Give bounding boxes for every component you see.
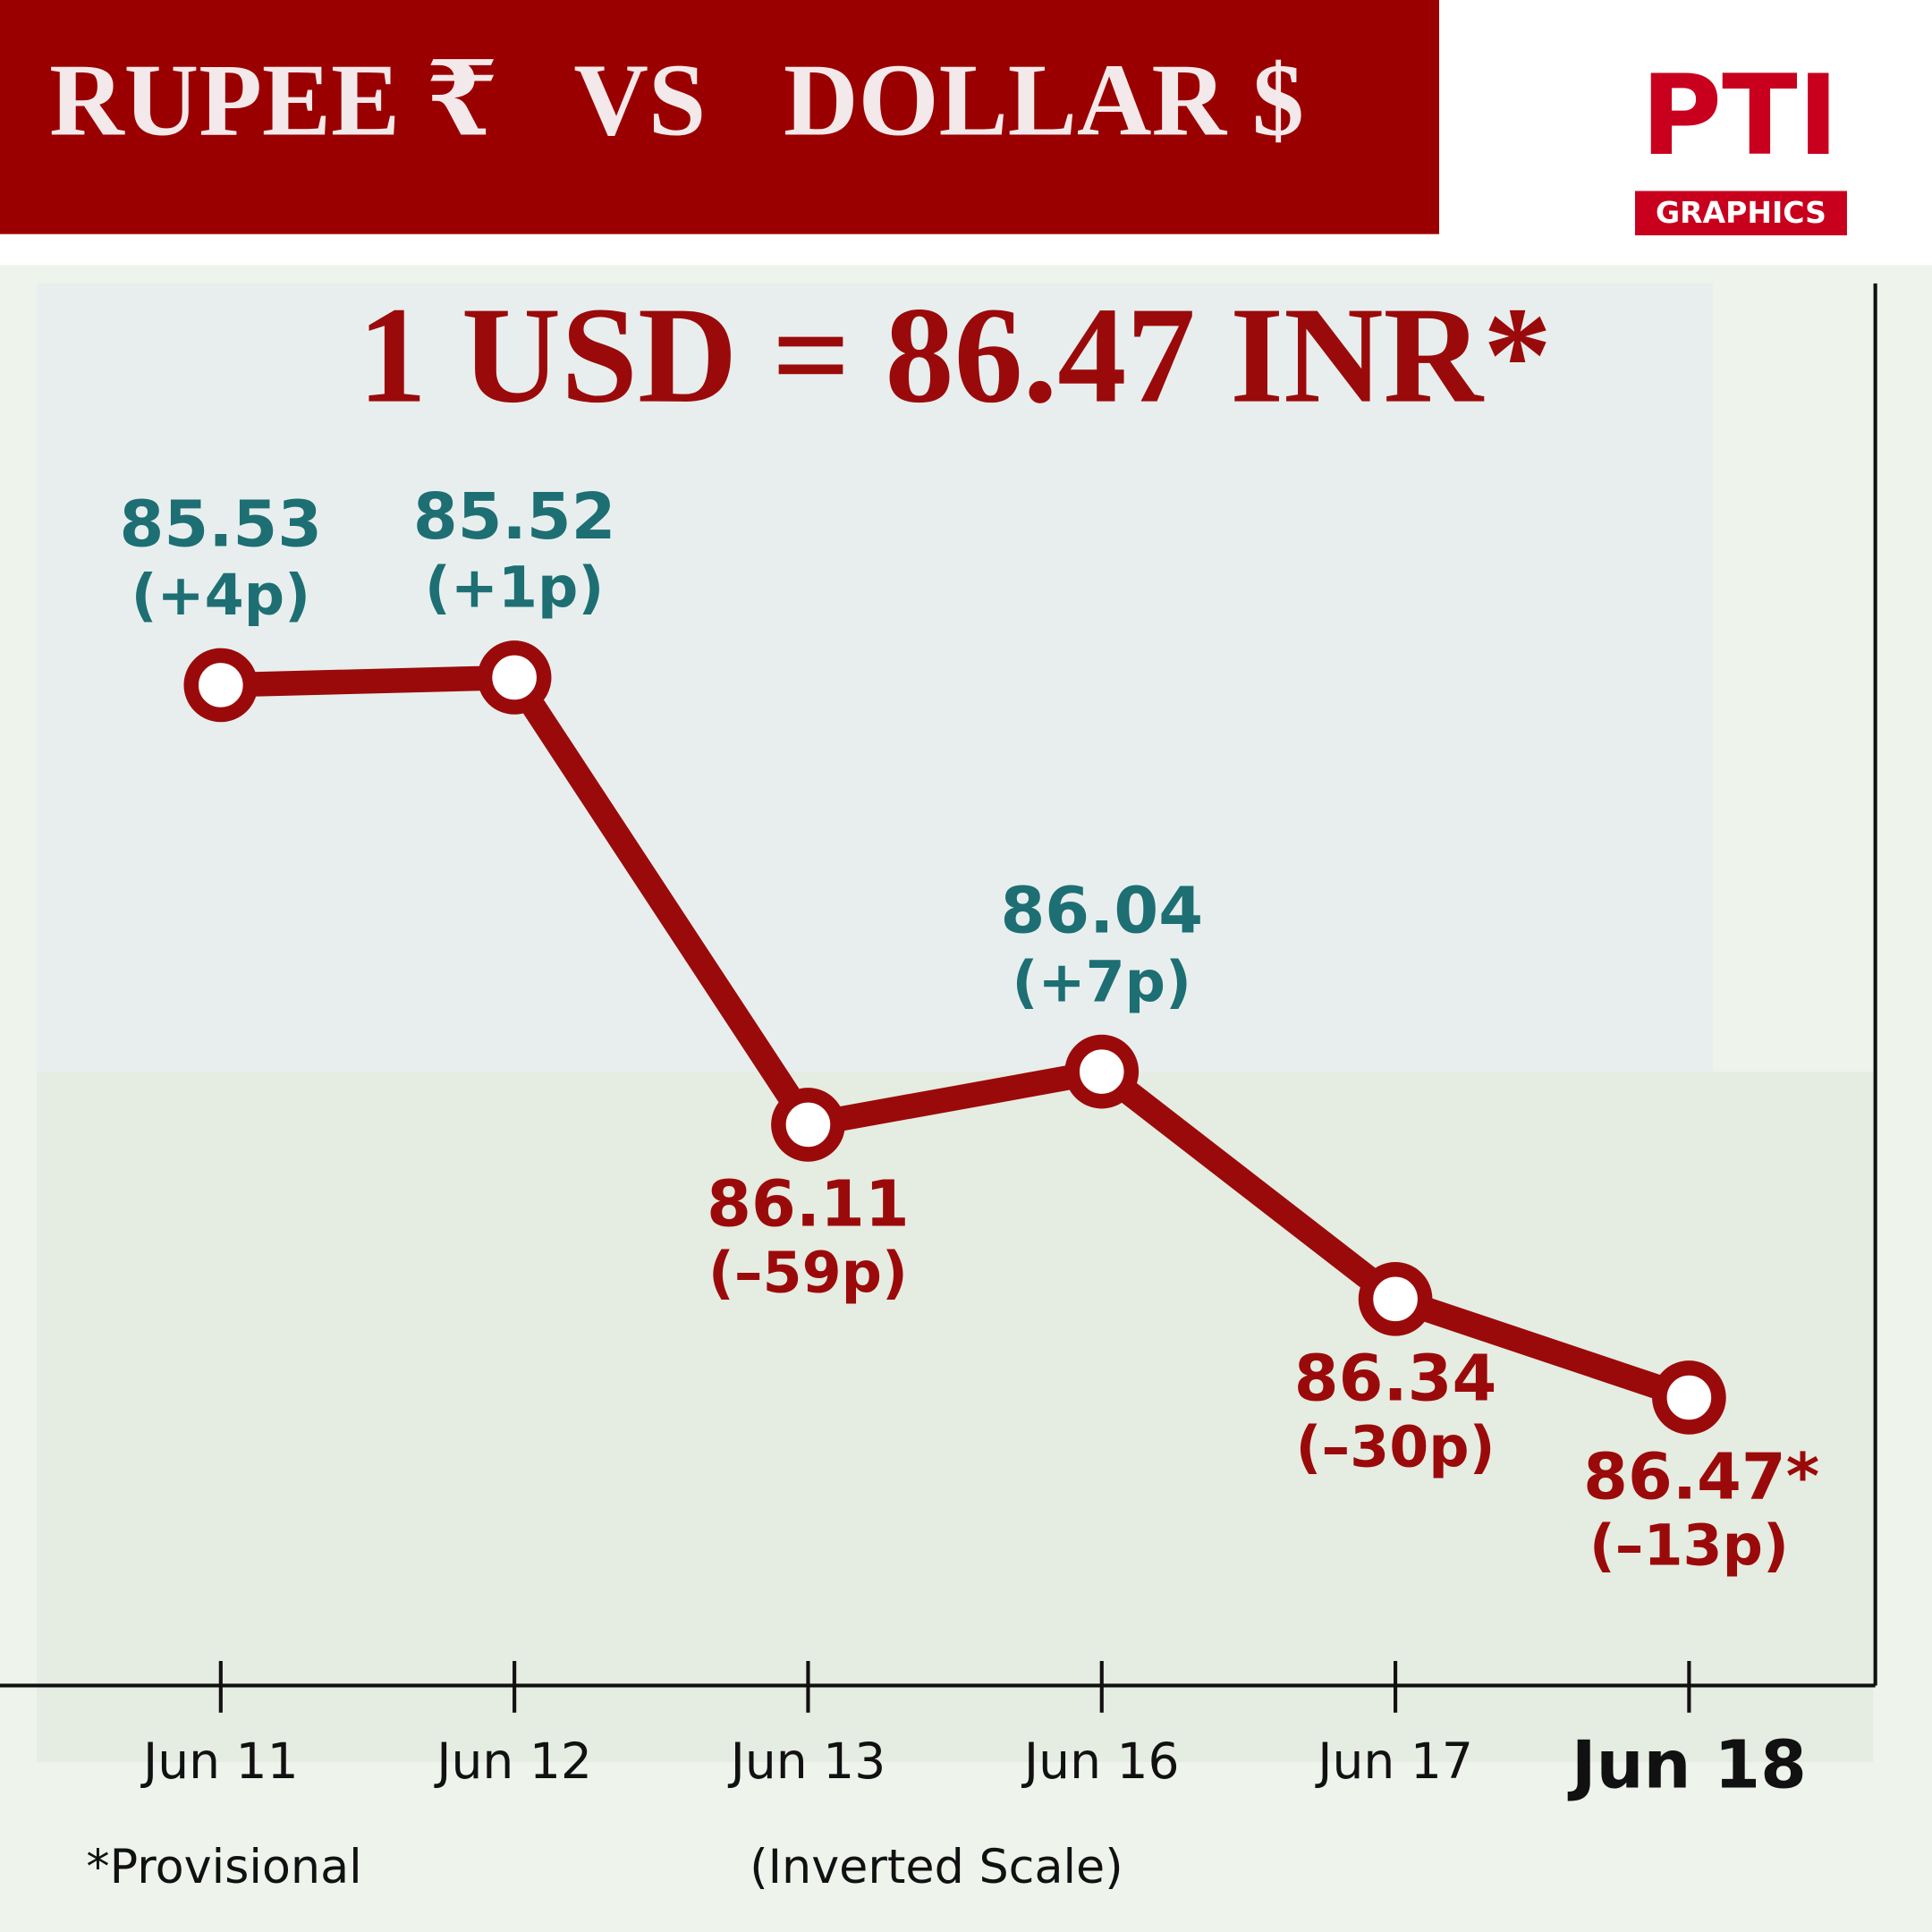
value-label: 86.11 xyxy=(707,1167,910,1241)
chart-title: 1 USD = 86.47 INR* xyxy=(358,280,1552,432)
value-label: 86.47* xyxy=(1583,1440,1819,1514)
change-label: (+1p) xyxy=(425,555,604,621)
change-label: (–13p) xyxy=(1589,1513,1789,1579)
logo-caption-box xyxy=(1635,191,1847,236)
point xyxy=(771,1088,845,1162)
point xyxy=(477,640,552,715)
value-label: 85.52 xyxy=(413,479,616,554)
value-label: 86.04 xyxy=(1000,874,1203,948)
title-bar xyxy=(0,0,1439,234)
x-tick-label: Jun 13 xyxy=(728,1733,886,1790)
change-label: (+4p) xyxy=(131,562,310,628)
line xyxy=(220,665,1693,1410)
x-tick-label: Jun 17 xyxy=(1315,1733,1473,1790)
x-tick-label: Jun 18 xyxy=(1567,1726,1807,1804)
footnote: *Provisional xyxy=(86,1840,361,1894)
value-label: 85.53 xyxy=(120,487,323,562)
banknote-dollar xyxy=(37,1072,1873,1762)
point xyxy=(1064,1034,1140,1109)
page-title: RUPEE ₹ VS DOLLAR $ xyxy=(49,44,1304,158)
value-label: 86.34 xyxy=(1294,1342,1497,1416)
scale-note: (Inverted Scale) xyxy=(750,1840,1123,1894)
change-label: (+7p) xyxy=(1013,948,1191,1014)
point xyxy=(1358,1261,1433,1336)
change-label: (–30p) xyxy=(1296,1413,1496,1479)
x-tick-label: Jun 16 xyxy=(1021,1733,1180,1790)
x-tick-label: Jun 12 xyxy=(434,1733,592,1790)
x-tick-label: Jun 11 xyxy=(140,1733,299,1790)
point xyxy=(183,648,258,723)
logo: PTI xyxy=(1640,52,1839,181)
logo-caption: GRAPHICS xyxy=(1656,195,1826,230)
point xyxy=(1652,1360,1726,1435)
change-label: (–59p) xyxy=(708,1239,908,1305)
